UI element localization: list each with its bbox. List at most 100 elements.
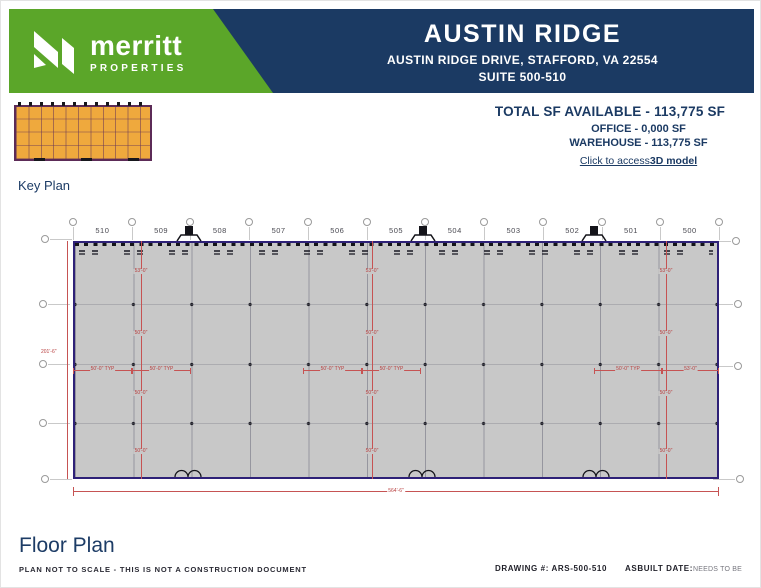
- bay-depth-dim-line: 53'-0" 50'-0" 50'-0" 50'-0": [133, 241, 149, 479]
- suite-number: 503: [506, 226, 521, 235]
- grid-bubble: [186, 218, 195, 240]
- brand-text: merritt PROPERTIES: [90, 30, 186, 75]
- key-plan-dock-ticks: [18, 102, 148, 106]
- grid-bubble: [597, 218, 606, 240]
- suite-number: 502: [565, 226, 580, 235]
- bay-depth-label: 50'-0": [133, 330, 149, 336]
- key-plan-label: Key Plan: [18, 178, 71, 193]
- grid-bubble: [421, 218, 430, 240]
- grid-bubble: [41, 475, 72, 483]
- dock-label-strip: [79, 253, 713, 255]
- grid-bubble: [39, 360, 70, 368]
- office-sf: OFFICE - 0,000 SF: [591, 123, 686, 135]
- bay-depth-dim-line: 53'-0" 50'-0" 50'-0" 50'-0": [658, 241, 674, 479]
- grid-bubble: [39, 419, 70, 427]
- dock-canopy-icon: [176, 226, 202, 242]
- bay-width-dim-segment: 50'-0" TYP: [132, 366, 191, 374]
- grid-bubble: [480, 218, 489, 240]
- bay-width-label: 50'-0" TYP: [615, 366, 641, 372]
- availability-block: TOTAL SF AVAILABLE - 113,775 SF OFFICE -…: [479, 104, 741, 169]
- bay-width-label: 50'-0" TYP: [378, 366, 405, 372]
- bay-depth-label: 50'-0": [658, 448, 674, 454]
- grid-bubble: [245, 218, 254, 240]
- dock-doors-strip: [75, 243, 717, 246]
- dock-canopy-icon: [581, 226, 607, 242]
- section-title: Floor Plan: [19, 534, 115, 557]
- header-banner: merritt PROPERTIES AUSTIN RIDGE AUSTIN R…: [9, 9, 754, 93]
- bay-depth-label: 50'-0": [364, 448, 380, 454]
- bay-depth-label: 50'-0": [658, 330, 674, 336]
- bay-width-dim-segment: 53'-0": [662, 366, 719, 374]
- bay-depth-label: 50'-0": [133, 390, 149, 396]
- overall-depth-label: 201'-6": [41, 349, 57, 355]
- column-row: [75, 302, 717, 307]
- grid-bubble: [711, 300, 742, 308]
- building-outline: [73, 241, 719, 479]
- bay-depth-label: 50'-0": [364, 330, 380, 336]
- 3d-model-link-prefix: Click to access: [579, 155, 650, 167]
- suite-number: 500: [682, 226, 697, 235]
- suite-number: 507: [271, 226, 286, 235]
- entry-door-icon: [173, 468, 203, 478]
- bay-width-label: 50'-0" TYP: [89, 366, 116, 372]
- key-plan-thumbnail: [14, 102, 152, 161]
- grid-bubble: [303, 218, 312, 240]
- suite-numbers-row: 510 509 508 507 506 505 504 503 502 501 500: [73, 226, 719, 235]
- grid-bubble: [69, 218, 77, 240]
- bay-width-dim-segment: 50'-0" TYP: [362, 366, 421, 374]
- bay-width-label: 53'-0": [683, 366, 698, 372]
- asbuilt-date: ASBUILT DATE:NEEDS TO BE: [625, 564, 742, 573]
- grid-bubble: [656, 218, 665, 240]
- overall-depth-dimension: [67, 241, 68, 479]
- suite-number: 510: [95, 226, 110, 235]
- overall-width-label: 564'-6": [387, 488, 405, 494]
- bay-width-dim-segment: 50'-0" TYP: [303, 366, 362, 374]
- 3d-model-link[interactable]: Click to access3D model: [580, 155, 697, 167]
- footer-right-block: DRAWING #: ARS-500-510 ASBUILT DATE:NEED…: [495, 564, 742, 573]
- merritt-logo-icon: [33, 28, 81, 81]
- grid-bubble: [713, 475, 744, 483]
- disclaimer-text: PLAN NOT TO SCALE - THIS IS NOT A CONSTR…: [19, 565, 307, 574]
- suite-number: 509: [154, 226, 169, 235]
- column-row: [75, 362, 717, 367]
- dock-label-strip: [79, 250, 713, 252]
- suite-number: 504: [447, 226, 462, 235]
- column-row: [75, 421, 717, 426]
- bay-depth-label: 50'-0": [364, 390, 380, 396]
- bay-depth-dim-line: 53'-0" 50'-0" 50'-0" 50'-0": [364, 241, 380, 479]
- dock-canopy-icon: [410, 226, 436, 242]
- bay-width-dim-segment: 50'-0" TYP: [73, 366, 132, 374]
- 3d-model-link-bold: 3D model: [649, 155, 698, 167]
- bay-width-label: 50'-0" TYP: [319, 366, 346, 372]
- grid-bubble: [39, 300, 70, 308]
- suite-number: 506: [330, 226, 345, 235]
- entry-door-icon: [581, 468, 611, 478]
- grid-bubble: [127, 218, 136, 240]
- key-plan-door-ticks: [34, 158, 144, 161]
- grid-bubble: [709, 237, 740, 245]
- warehouse-sf: WAREHOUSE - 113,775 SF: [569, 137, 708, 149]
- grid-bubble: [362, 218, 371, 240]
- bay-width-label: 50'-0" TYP: [148, 366, 175, 372]
- property-suite: SUITE 500-510: [478, 70, 567, 84]
- availability-breakdown: OFFICE - 0,000 SF WAREHOUSE - 113,775 SF…: [536, 123, 741, 169]
- overall-width-dimension: 564'-6": [73, 487, 719, 496]
- suite-number: 505: [389, 226, 404, 235]
- bay-depth-label: 50'-0": [658, 390, 674, 396]
- drawing-number: DRAWING #: ARS-500-510: [494, 564, 608, 573]
- suite-number: 508: [212, 226, 227, 235]
- total-sf-available: TOTAL SF AVAILABLE - 113,775 SF: [494, 104, 726, 119]
- header-title-block: AUSTIN RIDGE AUSTIN RIDGE DRIVE, STAFFOR…: [299, 20, 746, 84]
- property-address: AUSTIN RIDGE DRIVE, STAFFORD, VA 22554: [386, 53, 659, 67]
- bay-depth-label: 50'-0": [133, 448, 149, 454]
- entry-door-icon: [407, 468, 437, 478]
- grid-bubble: [715, 218, 723, 240]
- bay-depth-label: 53'-0": [133, 268, 149, 274]
- bay-width-dim-segment: 50'-0" TYP: [594, 366, 662, 374]
- grid-bubble: [711, 362, 742, 370]
- bay-depth-label: 53'-0": [364, 268, 380, 274]
- bay-depth-label: 53'-0": [658, 268, 674, 274]
- brand-name: merritt: [90, 30, 183, 61]
